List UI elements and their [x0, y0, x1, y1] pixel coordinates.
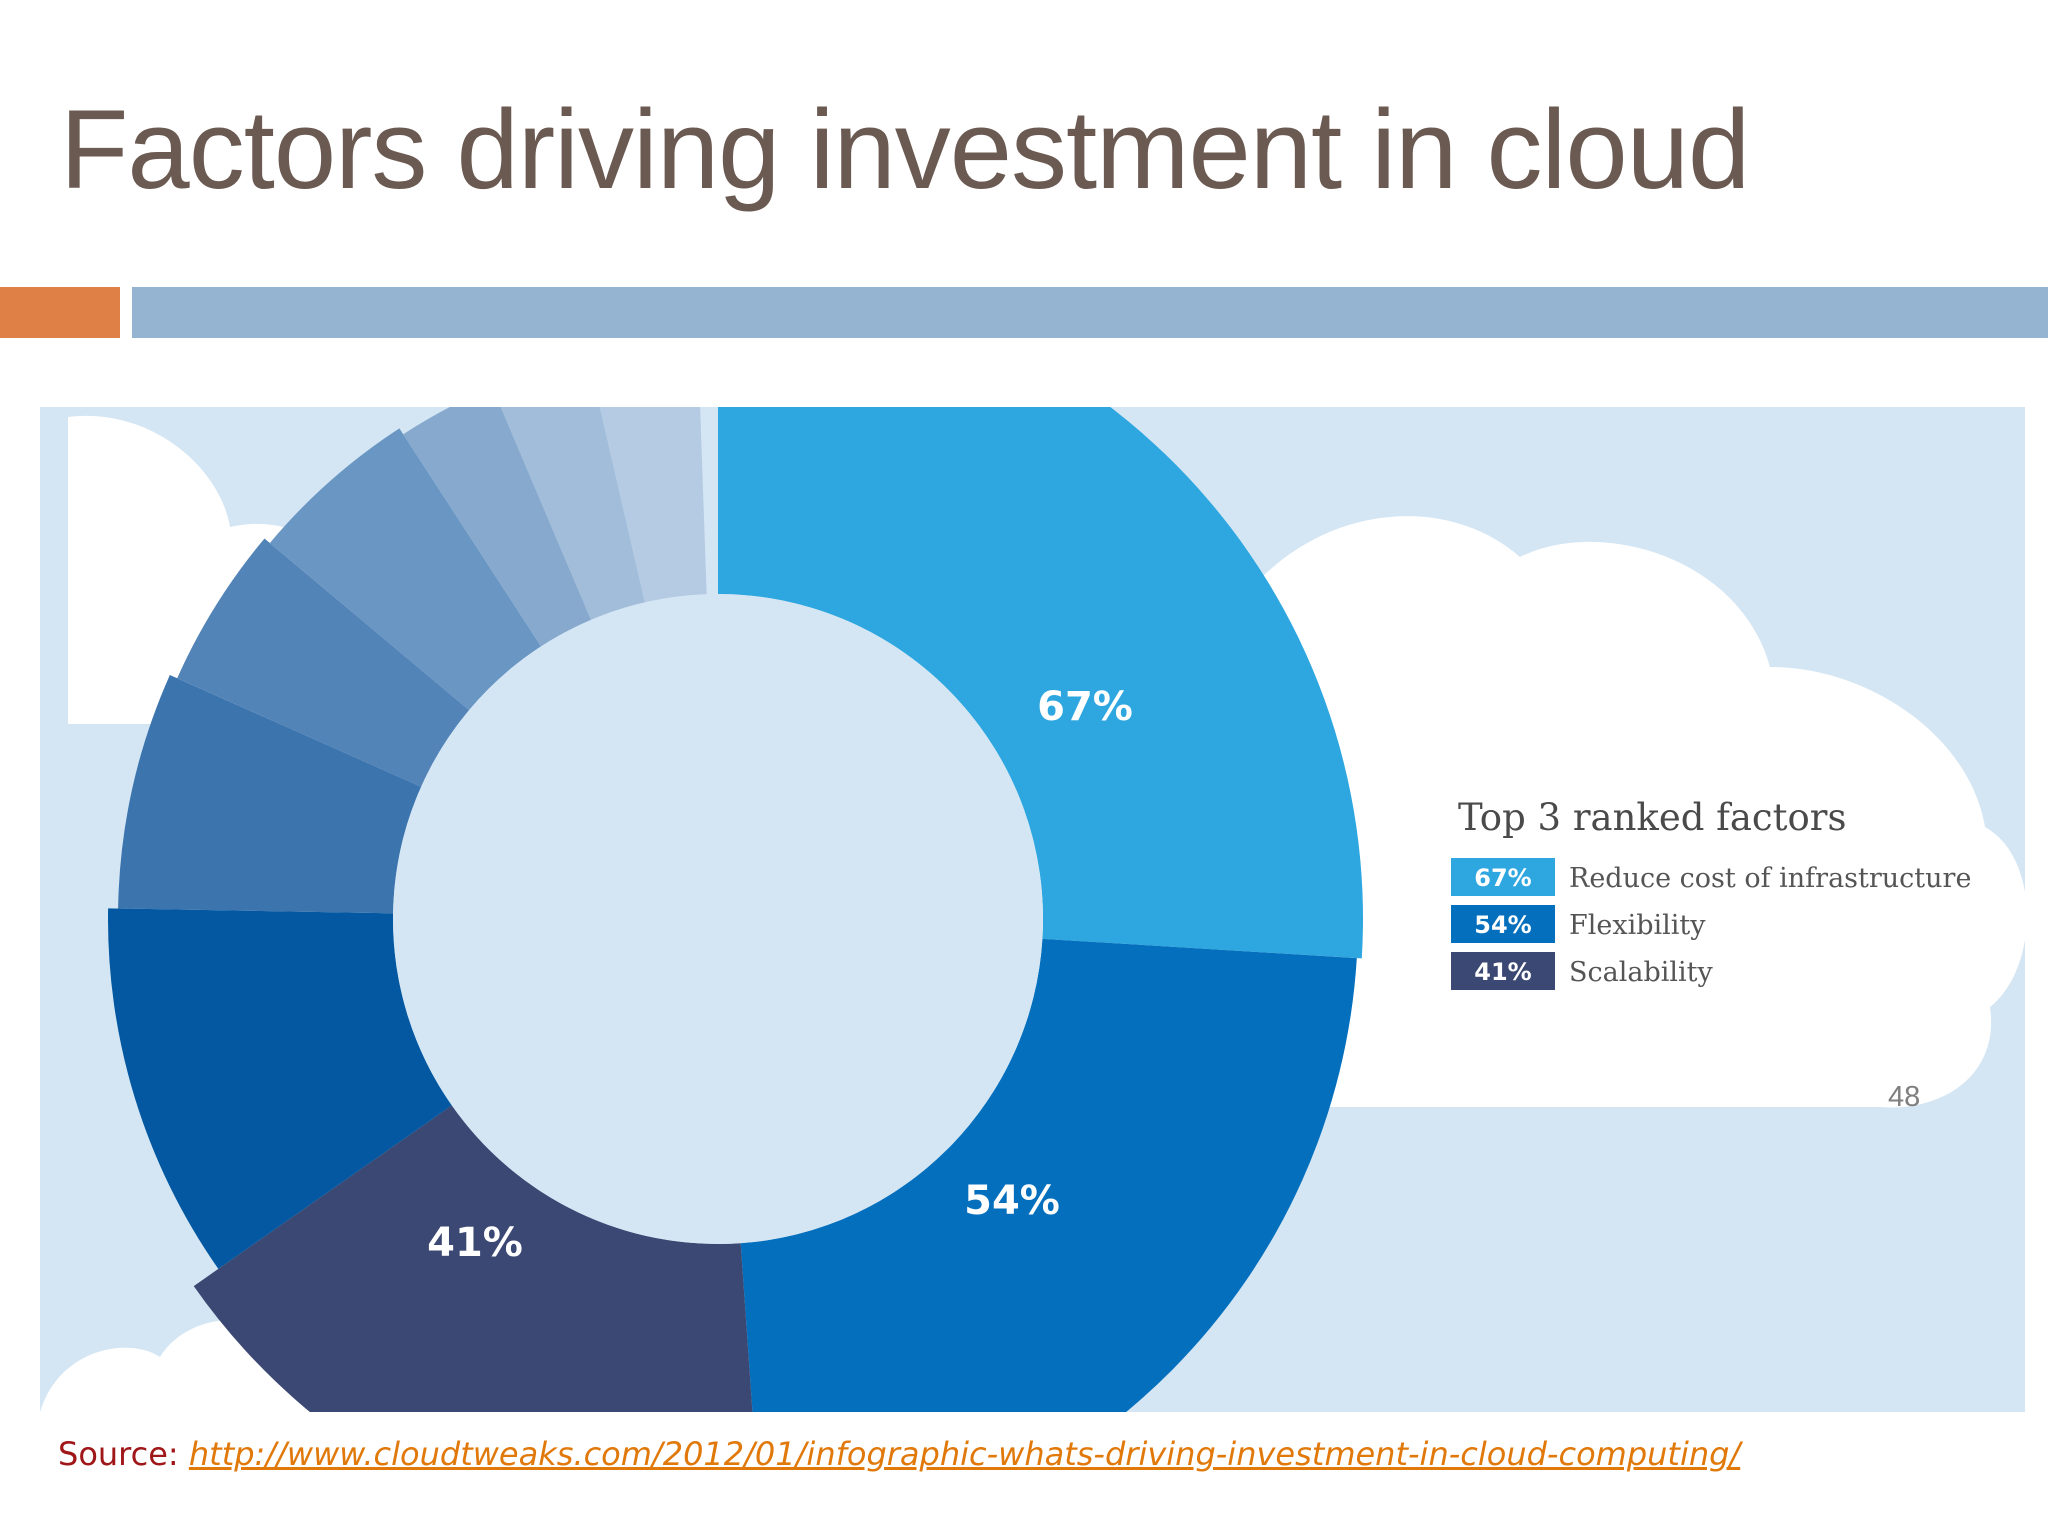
- legend-value-54: 54%: [1474, 911, 1531, 939]
- chart-panel: 67% 54% 41% Top 3 ranked factors 67% Red…: [40, 407, 2025, 1412]
- legend-swatch-41: [1451, 952, 1555, 990]
- legend-value-41: 41%: [1474, 958, 1531, 986]
- legend-label-scalability: Scalability: [1569, 957, 1713, 988]
- legend-label-reduce-cost: Reduce cost of infrastructure: [1569, 863, 1971, 894]
- slice-label-54: 54%: [964, 1178, 1060, 1224]
- slice-other-7: [599, 407, 707, 603]
- legend-swatch-54: [1451, 905, 1555, 943]
- slice-other-2: [118, 674, 422, 914]
- slice-other-4: [269, 428, 541, 711]
- chart-legend: Top 3 ranked factors 67% Reduce cost of …: [1451, 796, 1971, 990]
- legend-value-67: 67%: [1474, 864, 1531, 892]
- donut-slices: [107, 407, 1363, 1412]
- slice-other-6: [500, 407, 645, 620]
- slide-title: Factors driving investment in cloud: [60, 87, 1750, 212]
- legend-label-flexibility: Flexibility: [1569, 910, 1706, 941]
- title-accent-orange-bar: [0, 287, 120, 338]
- source-citation: Source: http://www.cloudtweaks.com/2012/…: [58, 1435, 1740, 1473]
- slice-flexibility: [740, 938, 1357, 1412]
- slice-label-67: 67%: [1037, 684, 1133, 730]
- slice-other-1: [107, 908, 452, 1269]
- legend-title: Top 3 ranked factors: [1458, 796, 1846, 839]
- legend-swatch-67: [1451, 858, 1555, 896]
- source-link[interactable]: http://www.cloudtweaks.com/2012/01/infog…: [188, 1435, 1741, 1473]
- slice-other-5: [403, 407, 592, 647]
- slice-reduce-cost: [718, 407, 1363, 959]
- donut-hole: [393, 594, 1043, 1244]
- page-number: 48: [1888, 1081, 1921, 1113]
- slice-label-41: 41%: [427, 1220, 523, 1266]
- slice-other-3: [177, 538, 470, 787]
- slice-scalability: [193, 1105, 753, 1412]
- donut-chart: 67% 54% 41% Top 3 ranked factors 67% Red…: [40, 407, 2025, 1412]
- title-accent-blue-bar: [132, 287, 2048, 338]
- source-label: Source:: [58, 1435, 179, 1473]
